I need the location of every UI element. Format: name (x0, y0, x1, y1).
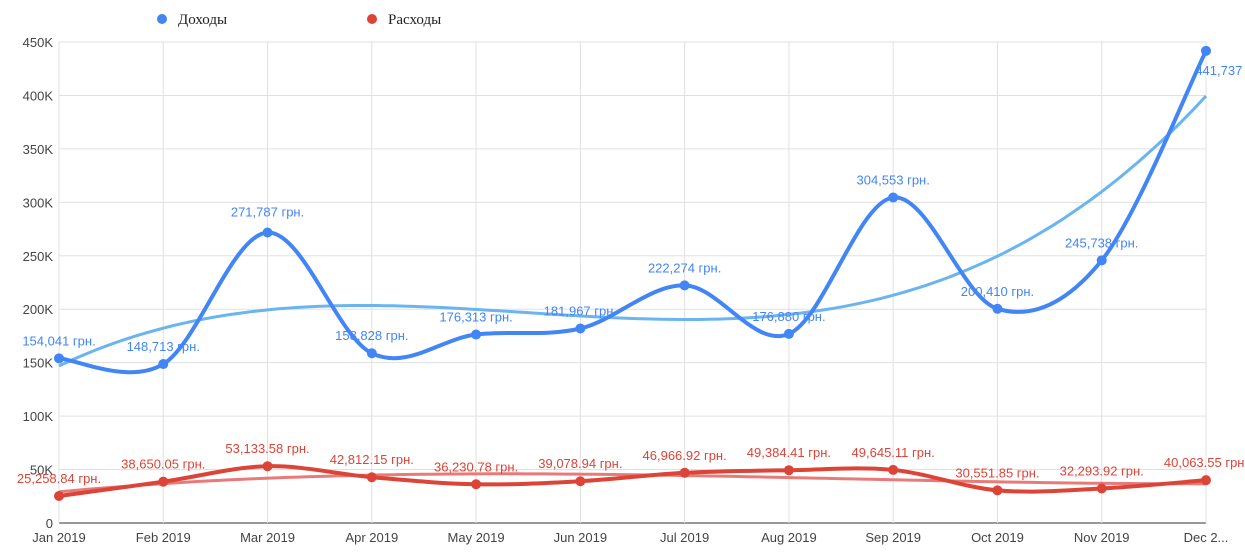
data-label: 200,410 грн. (961, 284, 1034, 299)
data-point[interactable] (679, 467, 690, 478)
data-point[interactable] (888, 192, 899, 203)
data-label: 271,787 грн. (231, 204, 304, 219)
data-point[interactable] (54, 353, 64, 364)
data-label: 181,967 грн. (544, 303, 617, 318)
data-labels: 154,041 грн. 148,713 грн. 271,787 грн. 158,… (17, 63, 1245, 486)
data-label: 49,645.11 грн. (852, 445, 935, 460)
series-line-0 (58, 49, 1208, 375)
data-point[interactable] (471, 479, 482, 490)
y-tick-label: 200K (23, 302, 54, 317)
data-point[interactable] (262, 461, 273, 472)
data-point[interactable] (679, 280, 690, 291)
data-point[interactable] (992, 303, 1003, 314)
data-label: 304,553 грн. (856, 172, 929, 187)
data-label: 38,650.05 грн. (121, 457, 205, 472)
legend-item-0[interactable]: Доходы (157, 12, 227, 28)
data-point[interactable] (1201, 45, 1211, 56)
data-label: 245,738 грн. (1065, 235, 1138, 250)
x-tick-label: Jan 2019 (32, 530, 86, 545)
data-label: 158,828 грн. (335, 328, 408, 343)
x-tick-label: Jun 2019 (554, 530, 608, 545)
data-point[interactable] (888, 464, 899, 475)
data-point[interactable] (783, 465, 794, 476)
legend-label: Доходы (178, 12, 227, 28)
x-tick-label: Feb 2019 (136, 530, 191, 545)
data-label: 49,384.41 грн. (747, 445, 831, 460)
data-label: 154,041 грн. (22, 333, 95, 348)
y-tick-label: 0 (46, 516, 53, 531)
data-point[interactable] (158, 359, 169, 370)
data-label: 46,966.92 грн. (643, 448, 727, 463)
data-point[interactable] (158, 476, 169, 487)
data-label: 25,258.84 грн. (17, 471, 101, 486)
data-label: 30,551.85 грн. (955, 465, 1039, 480)
data-point[interactable] (783, 328, 794, 339)
data-point[interactable] (1096, 483, 1107, 494)
data-point[interactable] (471, 329, 482, 340)
data-point[interactable] (366, 348, 377, 359)
x-tick-label: Aug 2019 (761, 530, 817, 545)
x-tick-label: May 2019 (448, 530, 505, 545)
y-tick-label: 100K (23, 409, 54, 424)
legend-item-1[interactable]: Расходы (367, 12, 441, 28)
legend[interactable]: Доходы Расходы (157, 12, 441, 28)
trendline-0 (58, 94, 1208, 368)
data-point[interactable] (575, 476, 586, 487)
x-tick-label: Jul 2019 (660, 530, 709, 545)
y-tick-label: 250K (23, 249, 54, 264)
x-tick-label: Mar 2019 (240, 530, 295, 545)
legend-label: Расходы (388, 12, 441, 28)
y-axis-ticks: 0 50K 100K 150K 200K 250K 300K 350K 400K 450K (23, 35, 54, 531)
data-label: 53,133.58 грн. (225, 441, 309, 456)
gridlines (58, 41, 1207, 524)
series-line-1 (58, 464, 1207, 498)
data-point[interactable] (992, 485, 1003, 496)
data-point[interactable] (54, 491, 64, 502)
trendline-1 (58, 472, 1206, 494)
data-label: 148,713 грн. (127, 339, 200, 354)
data-label: 39,078.94 грн. (538, 456, 622, 471)
data-point[interactable] (1201, 475, 1211, 486)
data-points (54, 45, 1211, 502)
y-tick-label: 450K (23, 35, 54, 50)
y-tick-label: 300K (23, 195, 54, 210)
data-label: 176,313 грн. (439, 310, 512, 325)
x-tick-label: Apr 2019 (345, 530, 398, 545)
y-tick-label: 400K (23, 88, 54, 103)
y-tick-label: 50K (30, 463, 53, 478)
data-label: 441,737 грн. (1195, 63, 1245, 78)
data-point[interactable] (262, 227, 273, 238)
data-label: 40,063.55 грн. (1164, 455, 1245, 470)
data-label: 222,274 грн. (648, 260, 721, 275)
x-tick-label: Oct 2019 (971, 530, 1024, 545)
x-tick-label: Dec 2... (1184, 530, 1229, 545)
x-tick-label: Nov 2019 (1074, 530, 1130, 545)
data-point[interactable] (575, 323, 586, 334)
data-label: 36,230.78 грн. (434, 459, 518, 474)
x-axis-ticks: Jan 2019 Feb 2019 Mar 2019 Apr 2019 May 2019… (32, 530, 1228, 545)
x-tick-label: Sep 2019 (865, 530, 921, 545)
data-point[interactable] (1096, 255, 1107, 266)
legend-marker (367, 14, 377, 24)
data-label: 42,812.15 грн. (330, 452, 414, 467)
data-label: 176,880 грн. (752, 309, 825, 324)
trendlines (58, 94, 1208, 494)
y-tick-label: 350K (23, 142, 54, 157)
series-lines (58, 49, 1208, 498)
data-point[interactable] (366, 472, 377, 483)
y-tick-label: 150K (23, 356, 54, 371)
legend-marker (157, 14, 167, 24)
data-label: 32,293.92 грн. (1060, 463, 1144, 478)
